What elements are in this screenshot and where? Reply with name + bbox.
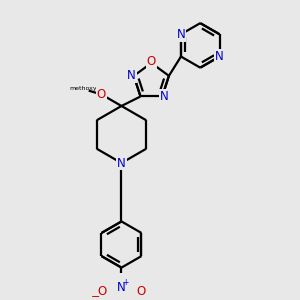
Text: O: O — [147, 55, 156, 68]
Text: O: O — [97, 285, 106, 298]
Text: O: O — [136, 285, 146, 298]
Text: +: + — [122, 278, 128, 286]
Text: methoxy: methoxy — [70, 86, 97, 91]
Text: −: − — [90, 292, 100, 300]
Text: N: N — [117, 157, 126, 169]
Text: O: O — [97, 88, 106, 101]
Text: N: N — [177, 28, 185, 41]
Text: N: N — [127, 69, 136, 82]
Text: N: N — [160, 90, 169, 103]
Text: N: N — [117, 281, 126, 295]
Text: N: N — [215, 50, 224, 63]
